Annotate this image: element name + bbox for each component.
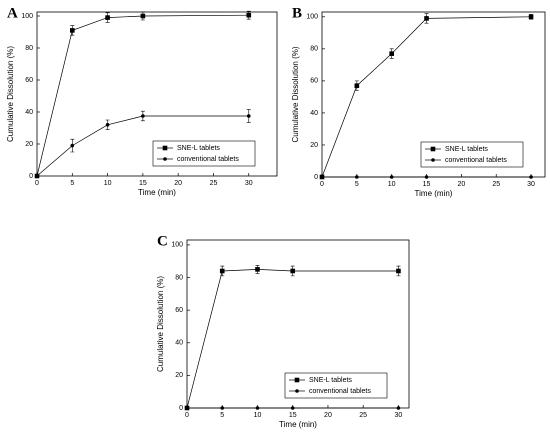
y-tick-label: 40: [310, 110, 318, 117]
legend-marker: [162, 145, 168, 151]
y-axis-label: Cumulative Dissolution (%): [6, 46, 15, 142]
legend-label: conventional tablets: [309, 388, 371, 395]
y-tick-label: 0: [314, 174, 318, 181]
x-tick-label: 5: [220, 412, 224, 419]
marker: [246, 114, 251, 118]
marker: [424, 175, 429, 179]
legend-marker: [430, 146, 436, 152]
marker: [141, 114, 145, 118]
y-axis-label: Cumulative Dissolution (%): [291, 46, 300, 142]
legend-label: conventional tablets: [445, 157, 507, 164]
y-tick-label: 60: [310, 78, 318, 85]
x-tick-label: 10: [254, 412, 262, 419]
marker: [528, 14, 534, 20]
x-tick-label: 15: [289, 412, 297, 419]
marker: [105, 123, 110, 127]
legend-marker: [295, 389, 299, 393]
marker: [355, 175, 359, 179]
x-tick-label: 20: [174, 180, 182, 187]
legend-label: SNE-L tablets: [177, 145, 220, 152]
x-tick-label: 0: [35, 180, 39, 187]
y-tick-label: 0: [179, 405, 183, 412]
x-tick-label: 5: [70, 180, 74, 187]
x-tick-label: 30: [395, 412, 403, 419]
y-tick-label: 60: [175, 307, 183, 314]
y-tick-label: 80: [175, 274, 183, 281]
chart-panel: A 0 5 10 15 20 25 30 0 20 40 60 80 100 Time (min) Cumul…: [6, 5, 278, 197]
marker: [220, 406, 225, 410]
x-tick-label: 10: [388, 181, 396, 188]
x-tick-label: 25: [359, 412, 367, 419]
marker: [185, 406, 189, 410]
y-tick-label: 100: [306, 14, 318, 21]
legend-marker: [431, 158, 435, 162]
y-tick-label: 60: [25, 77, 33, 84]
y-tick-label: 80: [25, 45, 33, 52]
marker: [290, 268, 296, 274]
marker: [320, 175, 324, 179]
legend-label: SNE-L tablets: [445, 146, 488, 153]
y-tick-label: 40: [25, 109, 33, 116]
marker: [529, 175, 533, 179]
marker: [290, 406, 295, 410]
x-axis-label: Time (min): [279, 420, 317, 429]
chart-panel: C 0 5 10 15 20 25 30 0 20 40 60 80 100 Time (min) Cumul…: [156, 233, 410, 429]
marker: [255, 406, 260, 410]
y-tick-label: 20: [310, 142, 318, 149]
legend-marker: [163, 157, 167, 161]
marker: [424, 16, 429, 21]
x-tick-label: 10: [104, 180, 112, 187]
y-axis-label: Cumulative Dissolution (%): [156, 276, 165, 372]
chart-panel: B 0 5 10 15 20 25 30 0 20 40 60 80 100 Time (min) Cumul…: [291, 5, 546, 198]
marker: [69, 28, 75, 33]
marker: [389, 51, 394, 56]
y-tick-label: 0: [29, 173, 33, 180]
x-tick-label: 15: [423, 181, 431, 188]
marker: [255, 267, 260, 272]
marker: [35, 174, 39, 178]
marker: [219, 268, 225, 274]
y-tick-label: 20: [25, 141, 33, 148]
marker: [354, 83, 360, 88]
y-tick-label: 20: [175, 372, 183, 379]
y-tick-label: 100: [21, 13, 33, 20]
x-tick-label: 0: [185, 412, 189, 419]
legend-box: [284, 372, 388, 399]
marker: [70, 143, 75, 148]
plot-frame: [36, 11, 278, 177]
marker: [246, 12, 252, 18]
x-tick-label: 15: [139, 180, 147, 187]
y-tick-label: 40: [175, 340, 183, 347]
x-tick-label: 25: [210, 180, 218, 187]
x-tick-label: 25: [492, 181, 500, 188]
legend-label: conventional tablets: [177, 156, 239, 163]
legend-box: [152, 140, 256, 167]
marker: [140, 13, 146, 19]
marker: [389, 175, 394, 179]
panel-label: C: [157, 233, 168, 249]
x-axis-label: Time (min): [138, 188, 176, 197]
legend-label: SNE-L tablets: [309, 377, 352, 384]
legend-box: [420, 141, 524, 168]
x-tick-label: 30: [527, 181, 535, 188]
x-tick-label: 20: [457, 181, 465, 188]
x-tick-label: 20: [324, 412, 332, 419]
marker: [396, 406, 401, 410]
y-tick-label: 80: [310, 46, 318, 53]
x-axis-label: Time (min): [415, 189, 453, 198]
panel-label: B: [292, 5, 302, 21]
legend-marker: [294, 377, 300, 383]
panel-label: A: [7, 5, 18, 21]
marker: [396, 268, 401, 274]
marker: [105, 15, 110, 20]
x-tick-label: 0: [320, 181, 324, 188]
x-tick-label: 30: [245, 180, 253, 187]
y-tick-label: 100: [171, 242, 183, 249]
x-tick-label: 5: [355, 181, 359, 188]
